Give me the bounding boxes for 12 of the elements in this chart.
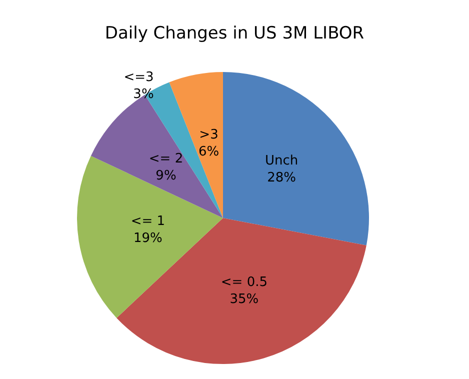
data-label: 28% bbox=[267, 170, 296, 186]
data-label: 9% bbox=[156, 168, 176, 184]
slice-label: <=3 bbox=[124, 70, 154, 86]
slice-label: Unch bbox=[264, 154, 298, 169]
slice-label: <= 0.5 bbox=[220, 274, 268, 290]
slice-label: <= 1 bbox=[130, 214, 166, 229]
chart-title: Daily Changes in US 3M LIBOR bbox=[104, 24, 364, 44]
slice-label: <= 2 bbox=[148, 152, 184, 167]
data-label: 19% bbox=[133, 230, 162, 246]
slice-label: >3 bbox=[199, 127, 218, 142]
data-label: 6% bbox=[198, 144, 220, 160]
data-label: 35% bbox=[230, 292, 259, 307]
